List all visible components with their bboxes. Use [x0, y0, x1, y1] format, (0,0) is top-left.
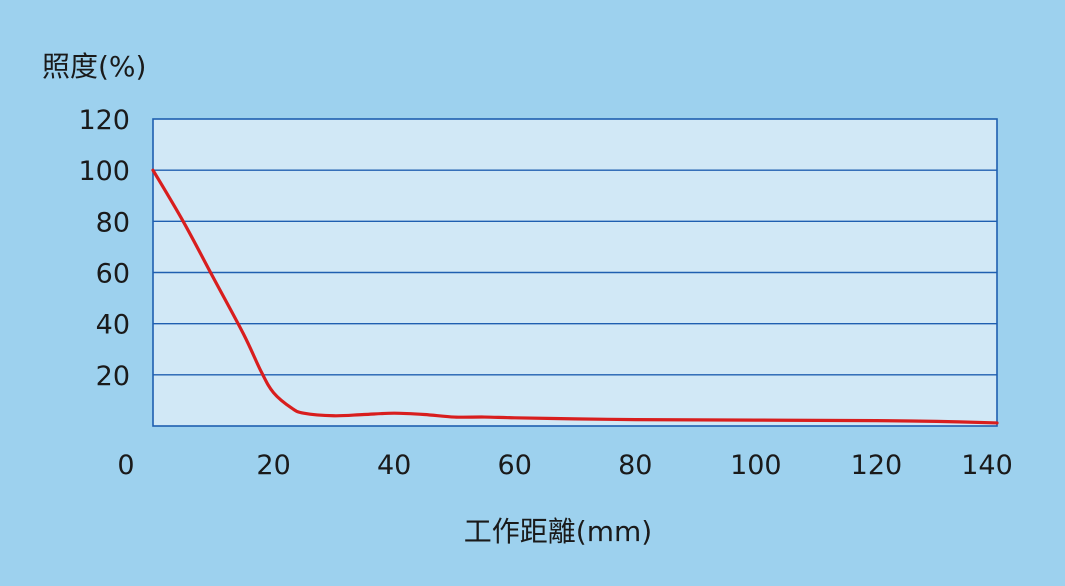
x-tick-label: 40	[377, 450, 411, 481]
y-tick-label: 100	[78, 156, 130, 187]
y-tick-label: 120	[78, 105, 130, 136]
x-axis-title: 工作距離(mm)	[464, 515, 652, 548]
x-tick-label: 100	[730, 450, 782, 481]
y-axis-title: 照度(%)	[42, 50, 146, 83]
x-tick-label: 120	[851, 450, 903, 481]
plot-frame	[152, 118, 998, 427]
y-tick-label: 20	[96, 361, 130, 392]
x-tick-label: 140	[961, 450, 1013, 481]
series-line-illuminance	[151, 168, 999, 425]
tick-layer: 20 40 60 80 100 120 0 20 40 60 80 100 120 140	[78, 105, 1012, 481]
grid-layer	[153, 169, 997, 376]
y-tick-label: 60	[96, 259, 130, 290]
x-tick-label: 20	[256, 450, 290, 481]
x-tick-label: 80	[618, 450, 652, 481]
x-tick-label: 60	[498, 450, 532, 481]
x-tick-label: 0	[117, 450, 134, 481]
y-tick-label: 40	[96, 310, 130, 341]
y-tick-label: 80	[96, 207, 130, 238]
